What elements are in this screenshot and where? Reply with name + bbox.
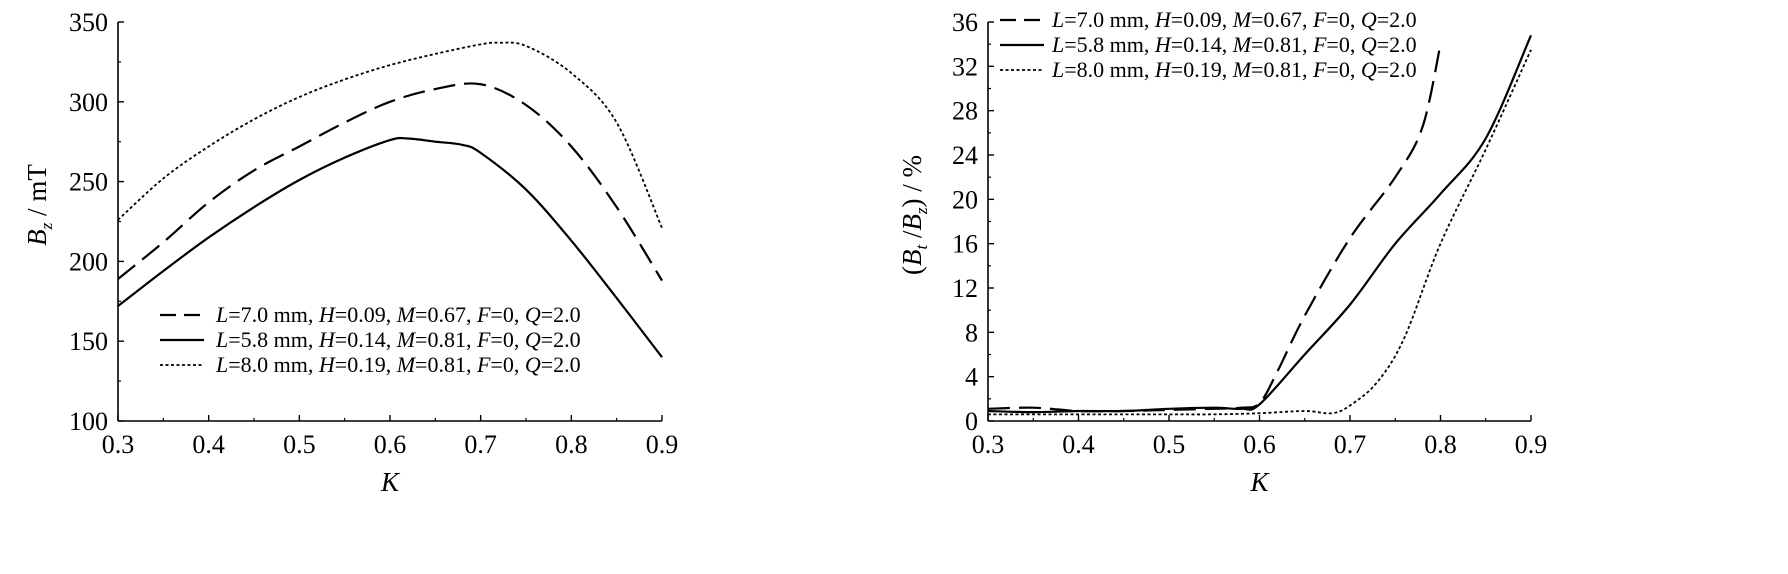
y-tick-label: 4 (965, 363, 978, 392)
series-line-solid (987, 34, 1533, 414)
x-tick-label: 0.3 (972, 430, 1005, 459)
x-tick-label: 0.4 (1062, 430, 1095, 459)
x-tick-label: 0.6 (1243, 430, 1276, 459)
x-tick-label: 0.5 (283, 430, 316, 459)
y-tick-label: 0 (965, 407, 978, 436)
y-tick-label: 32 (952, 52, 978, 81)
x-tick-label: 0.6 (374, 430, 407, 459)
y-tick-label: 36 (952, 8, 978, 37)
y-tick-label: 150 (69, 327, 108, 356)
y-axis-label: Bz / mT (22, 164, 56, 246)
x-tick-label: 0.8 (555, 430, 588, 459)
chart-1: 0.3 0.4 0.5 0.6 0.7 0.8 0.9 100 150 200 250 300 350 K… (22, 8, 678, 497)
y-tick-label: 16 (952, 230, 978, 259)
legend-label: L=8.0 mm, H=0.19, M=0.81, F=0, Q=2.0 (215, 352, 581, 377)
series-line-dotted (988, 49, 1532, 416)
legend: L=7.0 mm, H=0.09, M=0.67, F=0, Q=2.0L=5.… (1000, 7, 1417, 82)
x-tick-label: 0.7 (1334, 430, 1367, 459)
legend: L=7.0 mm, H=0.09, M=0.67, F=0, Q=2.0L=5.… (160, 302, 581, 377)
y-tick-label: 8 (965, 318, 978, 347)
y-tick-label: 250 (69, 168, 108, 197)
series-line-dashed (987, 43, 1442, 413)
x-tick-label: 0.9 (646, 430, 679, 459)
x-tick-label: 0.7 (464, 430, 497, 459)
legend-label: L=8.0 mm, H=0.19, M=0.81, F=0, Q=2.0 (1051, 57, 1417, 82)
series-line-solid (117, 136, 663, 358)
x-tick-label: 0.5 (1153, 430, 1186, 459)
series-line-dotted (117, 41, 663, 229)
legend-label: L=7.0 mm, H=0.09, M=0.67, F=0, Q=2.0 (215, 302, 581, 327)
y-tick-label: 300 (69, 88, 108, 117)
legend-label: L=7.0 mm, H=0.09, M=0.67, F=0, Q=2.0 (1051, 7, 1417, 32)
y-axis-label: (Bt /Bz) / % (897, 155, 931, 275)
x-tick-label: 0.4 (192, 430, 225, 459)
x-tick-label: 0.9 (1515, 430, 1548, 459)
x-axis-label: K (380, 467, 401, 497)
y-tick-label: 28 (952, 97, 978, 126)
x-tick-label: 0.3 (102, 430, 135, 459)
y-tick-label: 200 (69, 247, 108, 276)
legend-label: L=5.8 mm, H=0.14, M=0.81, F=0, Q=2.0 (1051, 32, 1417, 57)
y-tick-label: 20 (952, 185, 978, 214)
legend-label: L=5.8 mm, H=0.14, M=0.81, F=0, Q=2.0 (215, 327, 581, 352)
y-tick-label: 350 (69, 8, 108, 37)
series-line-dashed (117, 82, 663, 282)
x-axis-label: K (1249, 467, 1270, 497)
y-tick-label: 12 (952, 274, 978, 303)
y-tick-label: 24 (952, 141, 978, 170)
x-tick-label: 0.8 (1424, 430, 1457, 459)
chart-2: 0.3 0.4 0.5 0.6 0.7 0.8 0.9 0 4 8 12 16 20 24 28 32 36 K (… (897, 7, 1547, 497)
y-tick-label: 100 (69, 407, 108, 436)
